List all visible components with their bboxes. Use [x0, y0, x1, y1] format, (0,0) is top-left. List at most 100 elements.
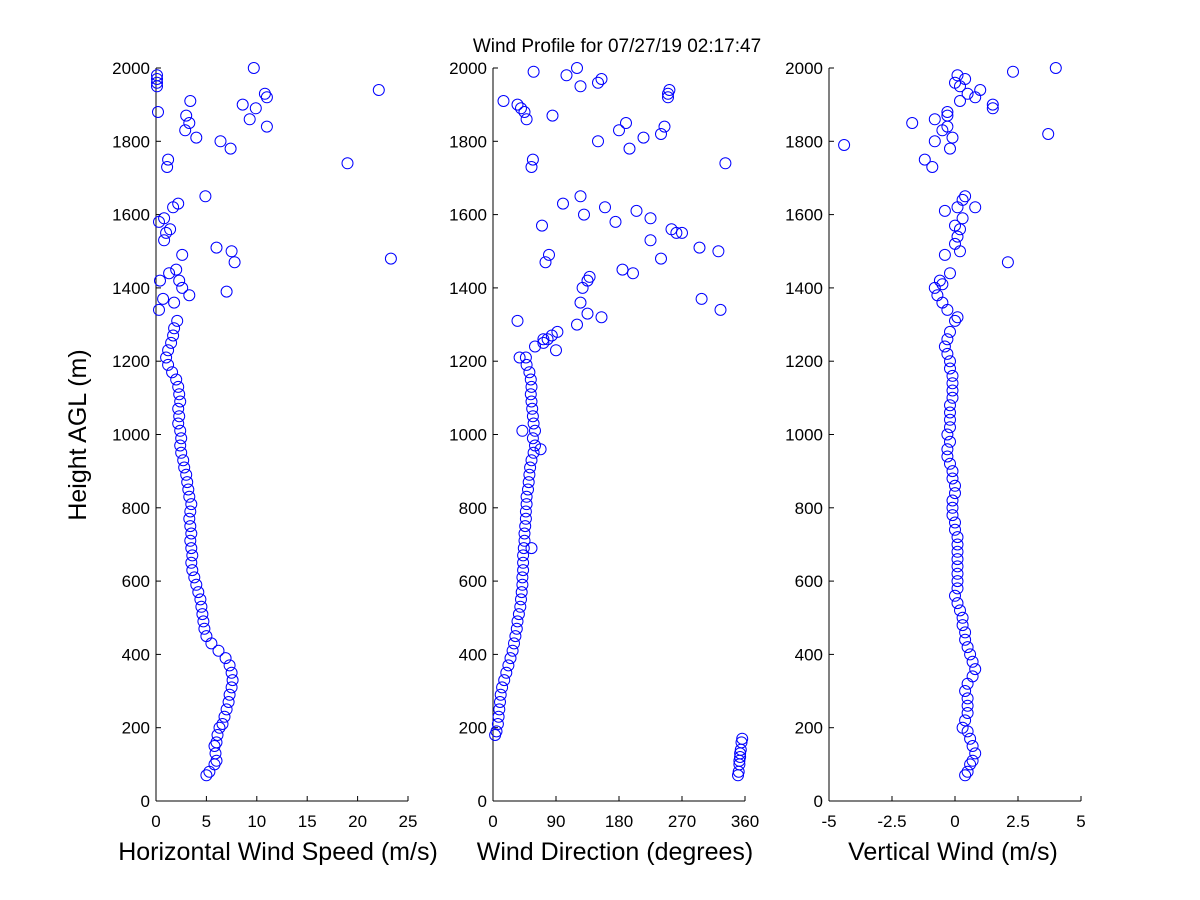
x-tick-label: 90 — [547, 812, 566, 831]
data-point — [663, 84, 676, 96]
y-tick-label: 400 — [122, 645, 150, 664]
data-point — [210, 736, 223, 749]
data-point — [260, 120, 273, 133]
data-point — [165, 336, 178, 349]
data-point — [500, 666, 513, 679]
x-tick-label: 270 — [668, 812, 696, 831]
data-point — [574, 296, 587, 309]
data-point — [951, 553, 964, 566]
data-point — [944, 399, 956, 412]
data-point — [502, 659, 515, 672]
data-point — [526, 410, 539, 423]
data-point — [218, 710, 231, 723]
data-point — [220, 703, 233, 716]
y-tick-label: 2000 — [449, 59, 487, 78]
data-point — [223, 688, 236, 701]
data-point — [928, 135, 941, 148]
data-point — [524, 388, 537, 401]
data-point — [171, 314, 184, 327]
y-tick-label: 1600 — [449, 206, 487, 225]
data-point — [514, 600, 527, 613]
y-tick-label: 1000 — [449, 426, 487, 445]
data-point — [160, 226, 173, 239]
data-point — [249, 102, 262, 115]
data-point — [944, 457, 956, 470]
data-point — [496, 681, 509, 694]
data-point — [522, 476, 535, 489]
data-point — [734, 747, 747, 760]
data-point — [946, 131, 959, 144]
data-point — [151, 73, 163, 85]
data-point — [944, 142, 956, 155]
data-point — [964, 648, 977, 661]
data-point — [517, 556, 530, 569]
x-axis-title: Horizontal Wind Speed (m/s) — [118, 838, 438, 866]
data-point — [951, 560, 964, 573]
data-point — [525, 161, 538, 173]
data-point — [515, 586, 528, 599]
data-point — [546, 109, 559, 122]
data-point — [490, 725, 503, 738]
data-point — [526, 402, 539, 415]
data-point — [168, 322, 181, 335]
data-point — [949, 219, 961, 232]
data-point — [959, 626, 972, 639]
data-point — [211, 729, 224, 741]
data-point — [637, 131, 650, 144]
data-point — [959, 633, 972, 646]
data-point — [959, 190, 972, 203]
y-tick-label: 1200 — [449, 352, 487, 371]
data-point — [712, 245, 725, 258]
data-point — [931, 289, 944, 302]
x-tick-label: 10 — [247, 812, 266, 831]
chart-title: Wind Profile for 07/27/19 02:17:47 — [473, 36, 761, 57]
data-point — [518, 534, 531, 547]
data-point — [941, 428, 954, 441]
data-point — [616, 263, 629, 276]
data-point — [583, 270, 596, 283]
panel-3: 0 200 400 600 800 1000 1200 1400 1600 1800 2000 -5 -… — [785, 59, 1086, 866]
y-tick-label: 1800 — [785, 132, 823, 151]
data-point — [519, 351, 532, 364]
data-point — [966, 655, 979, 668]
data-point — [734, 751, 747, 763]
data-point — [941, 450, 954, 463]
data-point — [946, 509, 959, 522]
data-point — [180, 109, 193, 122]
data-point — [918, 153, 931, 166]
data-point — [522, 483, 534, 496]
data-point — [1007, 65, 1019, 78]
data-point — [946, 472, 959, 485]
data-point — [172, 197, 185, 210]
y-tick-label: 400 — [459, 645, 487, 664]
data-point — [518, 106, 531, 118]
y-tick-label: 1600 — [785, 206, 823, 225]
y-tick-label: 800 — [795, 499, 823, 518]
y-tick-label: 1600 — [112, 206, 150, 225]
data-point — [236, 98, 249, 111]
x-tick-label: 25 — [399, 812, 418, 831]
data-point — [534, 443, 547, 456]
data-point — [210, 754, 223, 767]
data-point — [714, 303, 727, 316]
data-point — [951, 531, 964, 544]
data-point — [529, 340, 541, 353]
data-point — [938, 340, 951, 353]
data-point — [581, 307, 594, 320]
x-tick-label: 180 — [605, 812, 633, 831]
data-point — [595, 73, 608, 85]
y-tick-label: 0 — [478, 792, 487, 811]
data-point — [160, 351, 173, 364]
data-point — [520, 113, 533, 126]
data-point — [949, 76, 961, 89]
data-point — [212, 644, 225, 657]
data-point — [946, 465, 959, 478]
data-point — [986, 102, 999, 115]
data-point — [969, 663, 982, 676]
data-point — [183, 289, 196, 302]
data-point — [936, 278, 949, 291]
panel-1: 0 200 400 600 800 1000 1200 1400 1600 1800 2000 0 5 1… — [112, 59, 438, 866]
data-point — [944, 325, 956, 338]
